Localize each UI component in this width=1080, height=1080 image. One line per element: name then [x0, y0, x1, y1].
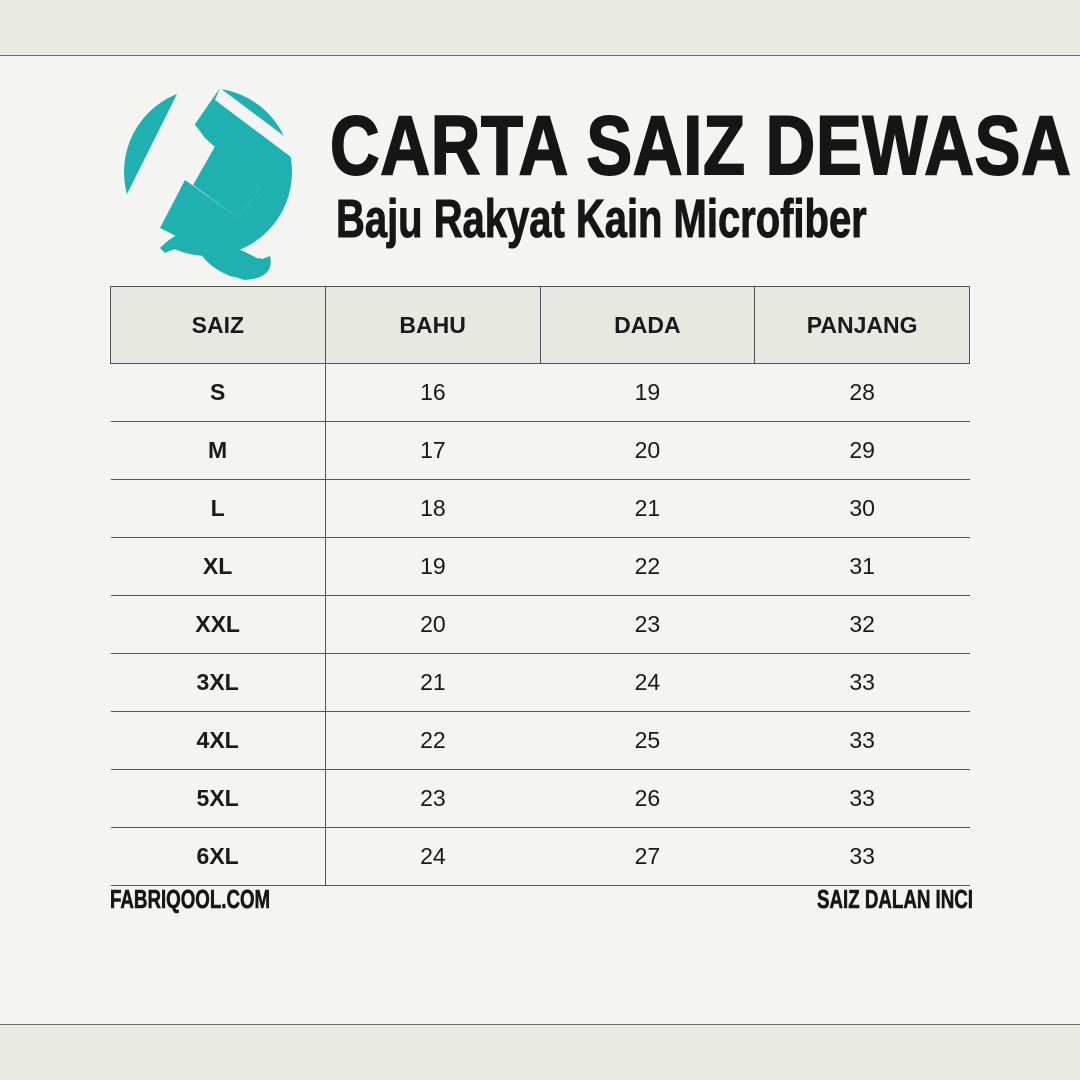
table-row: S 16 19 28: [110, 363, 970, 422]
cell-bahu: 22: [325, 711, 540, 770]
column-header-panjang: PANJANG: [754, 286, 970, 364]
table-row: 3XL 21 24 33: [110, 653, 970, 712]
cell-panjang: 33: [754, 827, 970, 886]
cell-size: 4XL: [110, 711, 326, 770]
table-row: 6XL 24 27 33: [110, 827, 970, 886]
table-row: XXL 20 23 32: [110, 595, 970, 654]
table-header-row: SAIZ BAHU DADA PANJANG: [110, 286, 970, 364]
cell-bahu: 19: [325, 537, 540, 596]
table-row: L 18 21 30: [110, 479, 970, 538]
top-band: [0, 0, 1080, 56]
cell-panjang: 33: [754, 769, 970, 828]
unit-note: SAIZ DALAN INCI: [817, 884, 974, 915]
size-table: SAIZ BAHU DADA PANJANG S 16 19 28 M 17 20 29 L 18…: [110, 286, 970, 886]
cell-bahu: 20: [325, 595, 540, 654]
cell-dada: 25: [540, 711, 755, 770]
cell-panjang: 29: [754, 421, 970, 480]
cell-bahu: 23: [325, 769, 540, 828]
cell-panjang: 31: [754, 537, 970, 596]
cell-dada: 19: [540, 363, 755, 422]
cell-panjang: 30: [754, 479, 970, 538]
cell-size: 5XL: [110, 769, 326, 828]
cell-dada: 27: [540, 827, 755, 886]
cell-panjang: 33: [754, 711, 970, 770]
table-row: XL 19 22 31: [110, 537, 970, 596]
cell-bahu: 21: [325, 653, 540, 712]
cell-bahu: 17: [325, 421, 540, 480]
table-row: 4XL 22 25 33: [110, 711, 970, 770]
cell-dada: 21: [540, 479, 755, 538]
page-title: CARTA SAIZ DEWASA: [329, 98, 1072, 193]
column-header-dada: DADA: [539, 286, 756, 364]
page-subtitle: Baju Rakyat Kain Microfiber: [336, 189, 867, 249]
cell-dada: 26: [540, 769, 755, 828]
cell-size: L: [110, 479, 326, 538]
cell-size: XL: [110, 537, 326, 596]
column-header-bahu: BAHU: [324, 286, 541, 364]
cell-size: XXL: [110, 595, 326, 654]
table-row: M 17 20 29: [110, 421, 970, 480]
cell-size: M: [110, 421, 326, 480]
cell-panjang: 28: [754, 363, 970, 422]
cell-bahu: 24: [325, 827, 540, 886]
bottom-band: [0, 1025, 1080, 1080]
cell-size: S: [110, 363, 326, 422]
cell-bahu: 16: [325, 363, 540, 422]
cell-dada: 24: [540, 653, 755, 712]
cell-size: 6XL: [110, 827, 326, 886]
cell-dada: 23: [540, 595, 755, 654]
table-row: 5XL 23 26 33: [110, 769, 970, 828]
cell-dada: 22: [540, 537, 755, 596]
cell-dada: 20: [540, 421, 755, 480]
cell-bahu: 18: [325, 479, 540, 538]
cell-panjang: 33: [754, 653, 970, 712]
column-header-saiz: SAIZ: [110, 286, 326, 364]
website-label: FABRIQOOL.COM: [110, 884, 271, 915]
cell-panjang: 32: [754, 595, 970, 654]
fabriqool-logo-icon: [120, 88, 300, 280]
cell-size: 3XL: [110, 653, 326, 712]
